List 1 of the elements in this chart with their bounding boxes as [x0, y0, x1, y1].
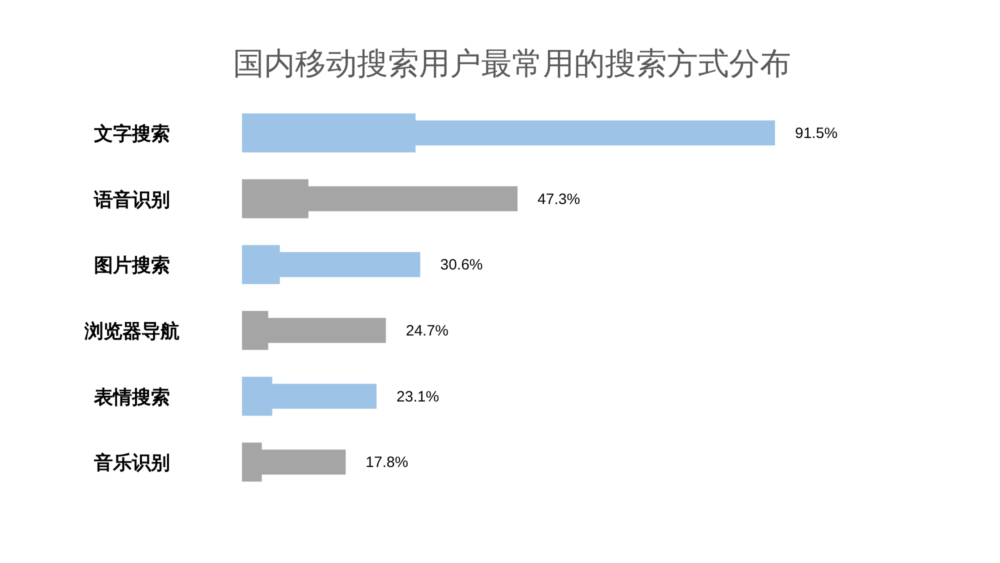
title: 国内移动搜索用户最常用的搜索方式分布 — [233, 46, 791, 81]
